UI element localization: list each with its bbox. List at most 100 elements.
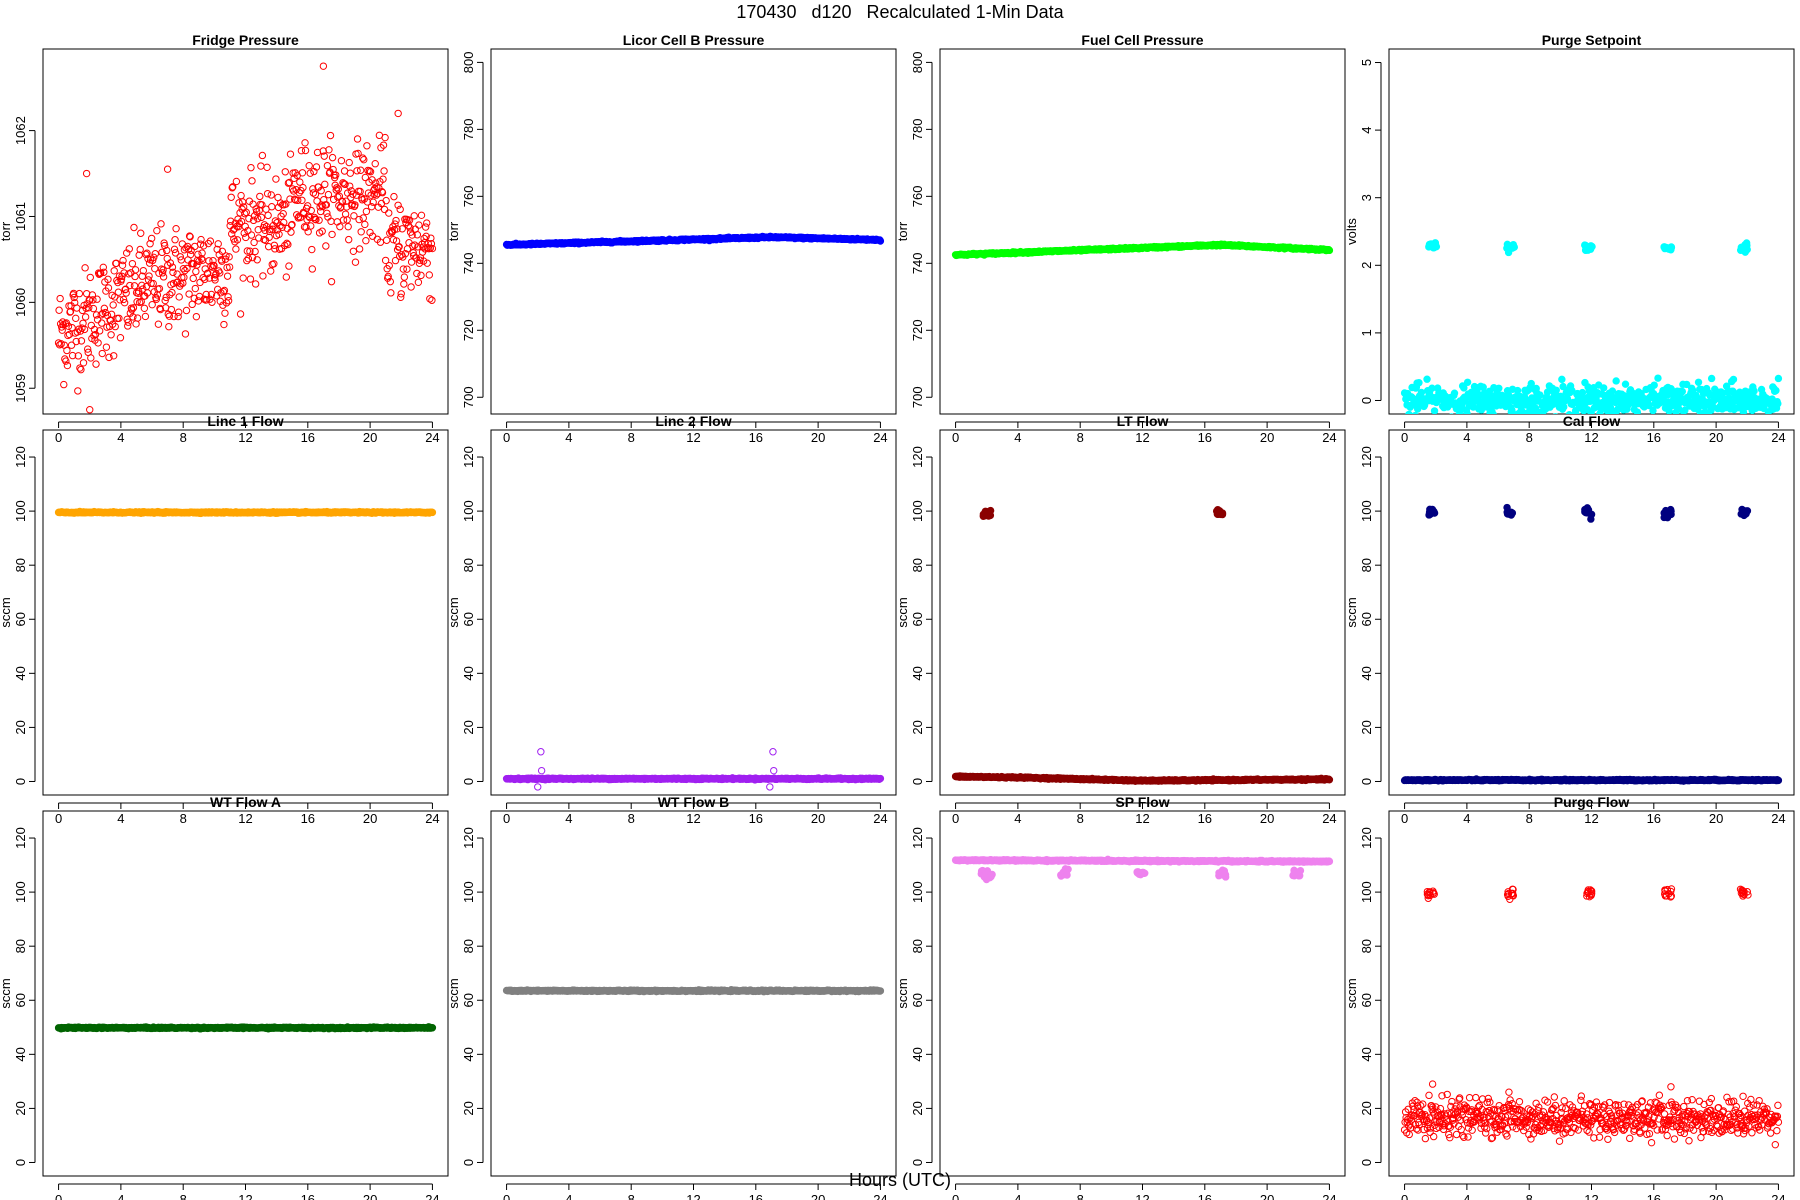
data-point	[396, 205, 404, 214]
data-point	[191, 284, 200, 293]
data-point	[1430, 407, 1439, 414]
data-point	[766, 783, 774, 791]
data-point	[257, 162, 265, 170]
data-point	[187, 246, 195, 254]
data-point	[99, 263, 107, 272]
data-point	[182, 306, 191, 315]
data-point	[297, 146, 306, 155]
data-point	[66, 307, 75, 316]
data-point	[152, 295, 161, 303]
y-tick-label: 740	[461, 252, 476, 274]
data-point	[225, 253, 233, 261]
data-point	[284, 240, 292, 249]
data-point	[80, 325, 89, 334]
plot-frame	[1388, 429, 1795, 796]
x-tick-label: 12	[1584, 811, 1598, 826]
y-tick-label: 60	[910, 612, 925, 626]
x-tick-label: 0	[503, 430, 510, 445]
plot-frame	[490, 48, 897, 415]
data-point	[268, 203, 276, 211]
data-point	[1479, 383, 1487, 391]
data-point	[410, 212, 418, 220]
data-point	[343, 216, 351, 224]
data-point	[251, 247, 259, 256]
chart-title: Cal Flow	[1563, 413, 1621, 429]
x-tick-label: 24	[873, 430, 887, 445]
data-point	[347, 187, 356, 195]
data-point	[309, 189, 318, 197]
x-tick-label: 20	[363, 430, 377, 445]
data-point	[328, 153, 337, 162]
data-point	[105, 353, 113, 362]
data-point	[55, 306, 63, 314]
data-point	[1405, 410, 1413, 414]
data-point	[1608, 387, 1617, 395]
data-point	[126, 309, 135, 317]
data-point	[77, 337, 86, 345]
data-point	[219, 287, 228, 296]
data-point	[285, 178, 294, 187]
x-tick-label: 16	[301, 811, 315, 826]
data-point	[140, 304, 149, 312]
data-point	[129, 313, 137, 321]
data-point	[204, 239, 213, 248]
y-tick-label: 5	[1359, 59, 1374, 66]
data-point	[214, 240, 222, 248]
x-tick-label: 0	[503, 811, 510, 826]
data-point	[426, 295, 434, 303]
data-point	[195, 257, 203, 266]
data-point	[74, 352, 83, 360]
data-point	[386, 277, 395, 286]
data-point	[230, 225, 239, 233]
data-point	[193, 261, 201, 269]
x-tick-label: 24	[873, 811, 887, 826]
data-point	[114, 288, 123, 296]
data-point	[322, 242, 330, 250]
y-axis-label: torr	[895, 221, 910, 241]
data-points	[502, 748, 885, 791]
data-point	[1662, 244, 1670, 252]
data-point	[108, 320, 117, 328]
data-point	[346, 182, 354, 190]
data-point	[83, 345, 92, 353]
data-point	[281, 241, 289, 250]
data-point	[106, 316, 115, 324]
data-point	[234, 215, 242, 223]
data-point	[354, 149, 362, 158]
data-point	[192, 312, 201, 321]
y-tick-label: 700	[461, 386, 476, 408]
data-point	[417, 271, 425, 280]
data-point	[138, 281, 146, 290]
y-axis-label: torr	[446, 221, 461, 241]
data-point	[259, 272, 267, 280]
data-point	[415, 221, 423, 229]
y-tick-label: 20	[910, 720, 925, 734]
data-point	[328, 230, 336, 239]
data-point	[1633, 408, 1642, 414]
y-tick-label: 20	[13, 720, 28, 734]
data-point	[171, 236, 179, 244]
data-point	[158, 269, 167, 277]
x-tick-label: 8	[180, 430, 187, 445]
data-point	[351, 258, 360, 266]
chart-title: Purge Setpoint	[1542, 32, 1642, 48]
chart-title: Licor Cell B Pressure	[623, 32, 765, 48]
data-point	[986, 507, 994, 515]
data-point	[85, 304, 93, 312]
data-point	[244, 254, 253, 263]
data-point	[414, 278, 423, 286]
data-point	[423, 219, 431, 227]
y-tick-label: 1	[1359, 329, 1374, 336]
data-point	[306, 169, 314, 177]
data-point	[72, 337, 80, 346]
data-point	[153, 226, 161, 235]
data-point	[111, 322, 119, 331]
data-point	[277, 212, 285, 220]
data-point	[349, 190, 357, 198]
data-point	[224, 293, 232, 301]
data-point	[1552, 413, 1558, 414]
data-point	[55, 341, 64, 349]
data-point	[223, 263, 231, 272]
